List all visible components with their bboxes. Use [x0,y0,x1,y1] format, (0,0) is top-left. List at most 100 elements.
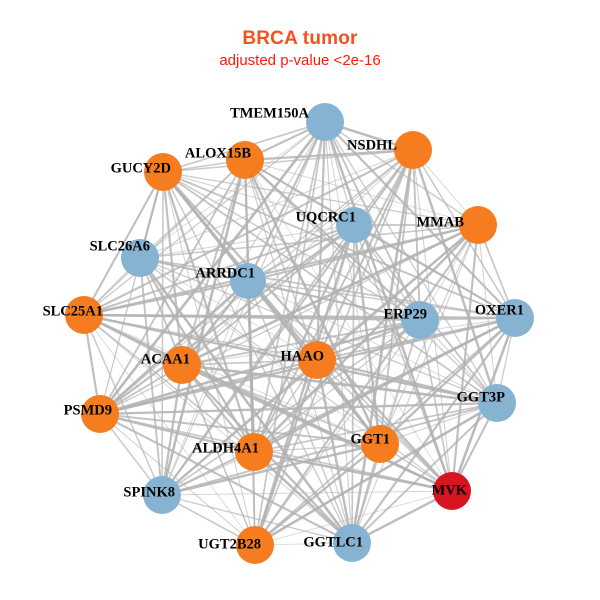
node-circle[interactable] [143,476,181,514]
network-edge [139,257,498,404]
network-edge [161,319,421,496]
network-node-mvk[interactable]: MVK [432,472,471,510]
network-edge [247,224,355,282]
network-node-arrdc1[interactable]: ARRDC1 [195,263,266,299]
network-node-psmd9[interactable]: PSMD9 [64,395,119,433]
network-node-ugt2b28[interactable]: UGT2B28 [198,526,274,564]
network-edge [98,412,354,545]
network-edge [315,358,499,405]
node-circle[interactable] [336,207,372,243]
network-edge [82,313,422,322]
network-edge [350,316,517,545]
network-edge [161,224,355,496]
network-node-mmab[interactable]: MMAB [416,206,497,244]
network-node-nsdhl[interactable]: NSDHL [347,131,432,169]
network-edge [180,363,499,405]
node-label: GUCY2D [111,160,171,176]
node-circle[interactable] [433,472,471,510]
network-edge [83,314,353,544]
node-circle[interactable] [333,524,371,562]
node-circle[interactable] [163,346,201,384]
network-node-slc25a1[interactable]: SLC25A1 [43,296,103,334]
network-edge [98,401,499,416]
network-node-gucy2d[interactable]: GUCY2D [111,153,182,191]
network-edge [247,280,256,546]
network-node-alox15b[interactable]: ALOX15B [185,141,264,179]
node-label: ALOX15B [185,145,251,161]
network-edge [247,280,421,321]
network-edge [450,223,480,493]
node-circle[interactable] [144,153,182,191]
network-node-ggt1[interactable]: GGT1 [351,425,399,463]
network-edge [82,148,415,317]
node-circle[interactable] [459,206,497,244]
node-layer: TMEM150A NSDHL ALOX15B GUCY2D MMAB UQCRC1 SLC2… [43,103,534,564]
node-label: HAAO [281,348,325,364]
network-edge [99,159,246,415]
node-circle[interactable] [226,141,264,179]
network-edge [252,450,354,545]
network-edge [161,171,164,496]
network-edge [180,223,480,367]
node-label: GGT3P [457,389,505,405]
node-circle[interactable] [230,263,266,299]
node-label: TMEM150A [230,105,309,121]
node-circle[interactable] [401,301,439,339]
network-edge [244,159,479,226]
node-circle[interactable] [361,425,399,463]
network-edge [247,149,414,282]
node-circle[interactable] [394,131,432,169]
node-circle[interactable] [306,103,344,141]
node-label: UQCRC1 [296,209,356,225]
node-circle[interactable] [81,395,119,433]
network-edge [254,490,453,546]
network-edge [324,121,498,404]
network-edge [379,402,498,445]
node-circle[interactable] [496,299,534,337]
network-edge [83,314,255,453]
network-node-tmem150a[interactable]: TMEM150A [230,103,344,141]
node-circle[interactable] [298,341,336,379]
network-edge [139,257,163,496]
network-edge [246,120,327,283]
network-node-spink8[interactable]: SPINK8 [123,476,181,514]
network-node-uqcrc1[interactable]: UQCRC1 [296,207,372,243]
network-node-oxer1[interactable]: OXER1 [475,299,534,337]
node-circle[interactable] [121,239,159,277]
network-edge [412,149,421,321]
network-node-aldh4a1[interactable]: ALDH4A1 [192,433,273,471]
node-label: OXER1 [475,302,524,318]
network-edge [161,402,498,496]
node-label: NSDHL [347,137,397,153]
network-edge [99,413,381,445]
node-label: ACAA1 [141,351,190,367]
network-edge [247,280,498,404]
network-edge [181,149,414,366]
network-edge [181,359,318,366]
node-circle[interactable] [235,433,273,471]
network-edge [353,224,516,319]
node-label: SLC26A6 [90,238,150,254]
network-edge [161,494,353,544]
node-circle[interactable] [478,384,516,422]
node-label: ERP29 [384,306,428,322]
network-node-ggt3p[interactable]: GGT3P [457,384,516,422]
node-circle[interactable] [65,296,103,334]
network-edge [162,171,498,404]
network-edge [139,224,355,259]
network-edge [161,170,256,454]
network-edge [379,149,414,445]
node-label: MVK [432,482,468,498]
network-node-slc26a6[interactable]: SLC26A6 [90,238,159,277]
network-node-haao[interactable]: HAAO [281,341,337,379]
network-edge [353,224,421,321]
network-node-erp29[interactable]: ERP29 [384,301,440,339]
network-edge [98,223,356,416]
network-edge [353,224,453,492]
node-circle[interactable] [236,526,274,564]
network-edge [244,159,453,492]
network-node-acaa1[interactable]: ACAA1 [141,346,201,384]
network-node-ggtlc1[interactable]: GGTLC1 [303,524,371,562]
